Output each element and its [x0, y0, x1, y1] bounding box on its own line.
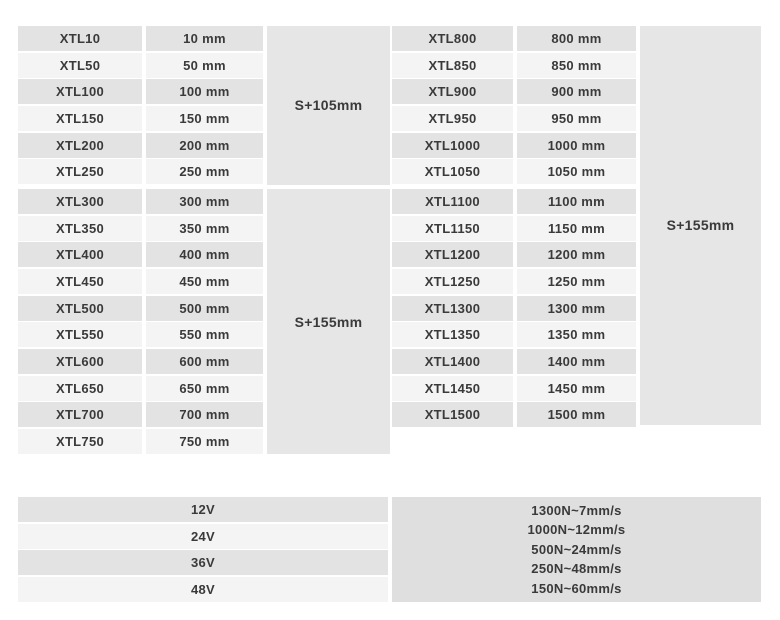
stroke-cell: 1050 mm: [517, 159, 636, 185]
stroke-cell: 850 mm: [517, 52, 636, 78]
model-cell: XTL1150: [392, 215, 513, 241]
model-cell: XTL650: [18, 375, 142, 401]
stroke-cell: 700 mm: [146, 402, 263, 428]
model-cell: XTL450: [18, 268, 142, 294]
stroke-cell: 350 mm: [146, 215, 263, 241]
stroke-cell: 1350 mm: [517, 322, 636, 348]
model-cell: XTL300: [18, 188, 142, 214]
stroke-cell: 750 mm: [146, 429, 263, 455]
stroke-cell: 600 mm: [146, 349, 263, 375]
force-speed-line: 500N~24mm/s: [531, 541, 622, 557]
model-cell: XTL550: [18, 322, 142, 348]
stroke-cell: 400 mm: [146, 242, 263, 268]
stroke-cell: 950 mm: [517, 106, 636, 132]
stroke-cell: 450 mm: [146, 268, 263, 294]
dimension-column: S+155mm: [640, 26, 761, 427]
voltage-cell: 48V: [18, 577, 388, 603]
stroke-cell: 250 mm: [146, 159, 263, 185]
model-cell: XTL700: [18, 402, 142, 428]
voltage-cell: 36V: [18, 550, 388, 576]
voltage-cell: 24V: [18, 523, 388, 549]
model-cell: XTL400: [18, 242, 142, 268]
force-speed-line: 1000N~12mm/s: [527, 522, 626, 537]
spec-table-left: XTL10 XTL50 XTL100 XTL150 XTL200 XTL250 XTL300…: [18, 26, 390, 455]
model-cell: XTL1100: [392, 188, 513, 214]
model-cell: XTL150: [18, 106, 142, 132]
model-cell: XTL800: [392, 26, 513, 51]
stroke-cell: 550 mm: [146, 322, 263, 348]
force-speed-block: 1300N~7mm/s 1000N~12mm/s 500N~24mm/s 250N~4…: [392, 497, 761, 602]
force-speed-line: 150N~60mm/s: [531, 580, 622, 596]
model-cell: XTL500: [18, 295, 142, 321]
model-cell: XTL1450: [392, 375, 513, 401]
stroke-column: 10 mm 50 mm 100 mm 150 mm 200 mm 250 mm 300 mm…: [146, 26, 263, 455]
force-speed-line: 1300N~7mm/s: [531, 502, 622, 518]
model-cell: XTL250: [18, 159, 142, 185]
model-cell: XTL350: [18, 215, 142, 241]
model-cell: XTL1500: [392, 402, 513, 428]
model-cell: XTL50: [18, 52, 142, 78]
dimension-column: S+105mm S+155mm: [267, 26, 390, 455]
model-cell: XTL1400: [392, 349, 513, 375]
stroke-cell: 1100 mm: [517, 188, 636, 214]
model-cell: XTL1350: [392, 322, 513, 348]
stroke-cell: 900 mm: [517, 79, 636, 105]
model-cell: XTL10: [18, 26, 142, 51]
stroke-cell: 100 mm: [146, 79, 263, 105]
stroke-cell: 1300 mm: [517, 295, 636, 321]
stroke-cell: 1200 mm: [517, 242, 636, 268]
dimension-span-cell: S+105mm: [267, 26, 390, 185]
dimension-span-cell: S+155mm: [640, 26, 761, 425]
stroke-cell: 150 mm: [146, 106, 263, 132]
model-cell: XTL1300: [392, 295, 513, 321]
spec-table-right: XTL800 XTL850 XTL900 XTL950 XTL1000 XTL1050 XT…: [392, 26, 761, 428]
model-cell: XTL900: [392, 79, 513, 105]
voltage-table: 12V 24V 36V 48V: [18, 497, 388, 603]
model-cell: XTL950: [392, 106, 513, 132]
stroke-cell: 1000 mm: [517, 132, 636, 158]
model-cell: XTL600: [18, 349, 142, 375]
dimension-span-cell: S+155mm: [267, 188, 390, 455]
model-cell: XTL1250: [392, 268, 513, 294]
model-column: XTL800 XTL850 XTL900 XTL950 XTL1000 XTL1050 XT…: [392, 26, 513, 428]
stroke-column: 800 mm 850 mm 900 mm 950 mm 1000 mm 1050 mm 11…: [517, 26, 636, 428]
model-column: XTL10 XTL50 XTL100 XTL150 XTL200 XTL250 XTL300…: [18, 26, 142, 455]
force-speed-line: 250N~48mm/s: [531, 561, 622, 576]
stroke-cell: 500 mm: [146, 295, 263, 321]
stroke-cell: 200 mm: [146, 132, 263, 158]
stroke-cell: 50 mm: [146, 52, 263, 78]
model-cell: XTL850: [392, 52, 513, 78]
stroke-cell: 10 mm: [146, 26, 263, 51]
stroke-cell: 1250 mm: [517, 268, 636, 294]
stroke-cell: 300 mm: [146, 188, 263, 214]
stroke-cell: 650 mm: [146, 375, 263, 401]
model-cell: XTL750: [18, 429, 142, 455]
model-cell: XTL200: [18, 132, 142, 158]
stroke-cell: 800 mm: [517, 26, 636, 51]
model-cell: XTL100: [18, 79, 142, 105]
stroke-cell: 1150 mm: [517, 215, 636, 241]
stroke-cell: 1400 mm: [517, 349, 636, 375]
voltage-cell: 12V: [18, 497, 388, 522]
model-cell: XTL1000: [392, 132, 513, 158]
model-cell: XTL1200: [392, 242, 513, 268]
stroke-cell: 1500 mm: [517, 402, 636, 428]
model-cell: XTL1050: [392, 159, 513, 185]
stroke-cell: 1450 mm: [517, 375, 636, 401]
